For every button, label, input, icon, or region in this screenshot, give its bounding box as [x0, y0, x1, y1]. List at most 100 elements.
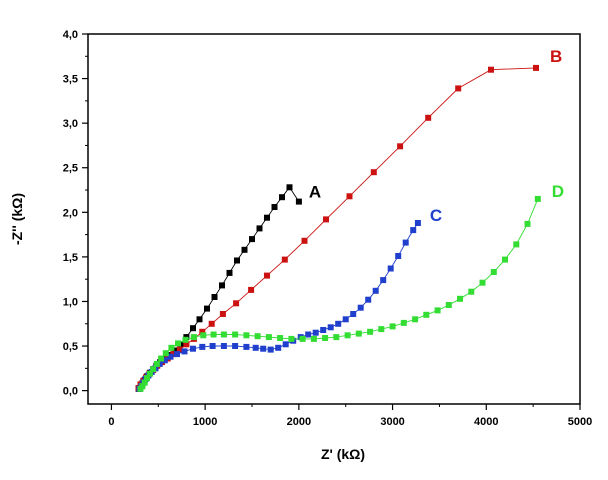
x-tick-label: 0: [108, 416, 114, 428]
data-point: [220, 343, 227, 349]
data-point: [233, 300, 240, 307]
data-point: [260, 345, 267, 352]
data-point: [295, 198, 302, 205]
data-point: [174, 351, 180, 358]
data-point: [389, 323, 396, 330]
data-point: [219, 311, 226, 317]
data-point: [281, 256, 288, 263]
x-tick-label: 1000: [193, 416, 217, 428]
data-point: [425, 114, 432, 121]
data-point: [162, 350, 169, 357]
data-point: [252, 344, 259, 351]
data-point: [279, 194, 285, 201]
data-point: [153, 360, 160, 367]
data-point: [204, 305, 210, 312]
series-label: C: [430, 206, 442, 225]
data-point: [211, 294, 218, 300]
y-tick-label: 0,5: [63, 341, 78, 353]
data-point: [365, 296, 372, 303]
y-tick-label: 3,5: [63, 74, 78, 86]
data-point: [327, 324, 334, 331]
data-point: [533, 64, 539, 71]
data-point: [176, 346, 183, 353]
data-point: [370, 169, 377, 176]
data-point: [267, 346, 274, 353]
data-point: [378, 326, 385, 333]
data-point: [410, 227, 417, 234]
data-point: [445, 302, 452, 308]
data-point: [264, 214, 270, 221]
x-tick-label: 5000: [568, 416, 592, 428]
y-axis-ticks: 0,0 0,5 1,0 1,5 2,0 2,5 3,0 3,5 4,0: [63, 29, 88, 398]
data-point: [141, 379, 148, 386]
series-layer: A B C D: [135, 47, 564, 392]
y-tick-label: 4,0: [63, 29, 78, 41]
y-tick-label: 1,0: [63, 296, 78, 308]
data-point: [468, 288, 475, 295]
y-tick-label: 0,0: [63, 386, 78, 398]
data-point: [275, 344, 282, 351]
data-point: [172, 347, 179, 354]
data-point: [175, 340, 181, 347]
plot-area: [87, 33, 581, 405]
data-point: [372, 287, 379, 294]
data-point: [400, 319, 407, 326]
data-point: [144, 375, 150, 382]
data-point: [288, 335, 295, 342]
data-point: [380, 277, 387, 284]
data-point: [320, 327, 327, 333]
y-tick-label: 3,0: [63, 118, 78, 130]
data-point: [220, 331, 227, 338]
x-tick-label: 3000: [380, 416, 404, 428]
data-point: [167, 353, 174, 360]
data-point: [248, 286, 255, 293]
data-point: [254, 333, 261, 340]
data-point: [344, 332, 351, 339]
data-point: [190, 325, 196, 332]
data-point: [534, 195, 541, 202]
data-point: [243, 332, 250, 339]
data-point: [397, 143, 404, 150]
data-point: [335, 320, 342, 327]
data-point: [286, 184, 293, 191]
data-point: [168, 344, 175, 351]
data-point: [322, 335, 329, 341]
data-point: [210, 331, 217, 338]
data-point: [265, 334, 272, 341]
data-point: [367, 328, 374, 335]
data-point: [183, 341, 190, 348]
y-tick-label: 2,0: [63, 207, 78, 219]
data-point: [346, 193, 353, 200]
data-point: [402, 239, 409, 246]
data-point: [305, 331, 312, 338]
data-point: [190, 345, 196, 352]
data-point: [333, 334, 340, 341]
data-point: [301, 237, 308, 244]
data-point: [271, 204, 278, 210]
series-label: B: [550, 47, 562, 66]
data-point: [209, 343, 216, 349]
data-point: [190, 334, 197, 341]
data-point: [256, 225, 263, 232]
data-point: [490, 269, 497, 275]
data-point: [395, 253, 402, 259]
data-point: [479, 279, 486, 286]
data-point: [241, 246, 248, 253]
series-b: B: [135, 47, 562, 391]
data-point: [146, 370, 153, 377]
y-tick-label: 2,5: [63, 163, 78, 175]
series-label: A: [309, 183, 321, 202]
data-point: [282, 341, 289, 348]
data-point: [182, 336, 189, 343]
data-point: [234, 257, 240, 264]
series-d: D: [137, 182, 564, 392]
data-point: [150, 366, 157, 373]
data-point: [455, 85, 462, 92]
y-axis-title: -Z'' (kΩ): [9, 193, 25, 245]
data-point: [199, 328, 206, 335]
data-point: [208, 320, 215, 327]
data-point: [423, 311, 430, 318]
data-point: [232, 331, 239, 338]
x-tick-label: 2000: [287, 416, 311, 428]
data-point: [158, 355, 165, 362]
